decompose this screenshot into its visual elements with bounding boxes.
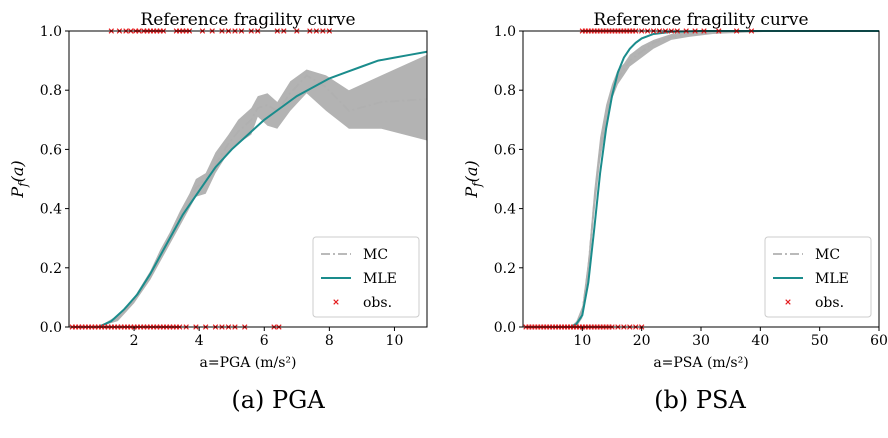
mc-series-line — [570, 30, 879, 328]
x-tick-label: 20 — [633, 333, 651, 349]
y-tick-label: 0.8 — [494, 83, 516, 99]
y-tick-label: 0.4 — [494, 202, 516, 218]
x-tick-label: 40 — [751, 333, 769, 349]
x-tick-label: 2 — [130, 333, 139, 349]
y-tick-label: 1.0 — [40, 24, 62, 40]
legend-label: MLE — [815, 271, 849, 287]
x-tick-label: 10 — [573, 333, 591, 349]
axes-frame — [68, 30, 428, 328]
y-tick-label: 0.6 — [40, 142, 62, 158]
x-tick-label: 60 — [870, 333, 888, 349]
y-tick-label: 0.4 — [40, 202, 62, 218]
legend-label: MC — [363, 247, 388, 263]
legend-box — [312, 236, 420, 318]
legend-label: obs. — [363, 295, 392, 311]
y-tick-label: 0.2 — [494, 261, 516, 277]
legend-label: obs. — [815, 295, 844, 311]
y-label-rest: (a) — [8, 160, 27, 182]
y-tick-label: 0.0 — [40, 320, 62, 336]
y-label-subscript: f — [470, 180, 484, 188]
chart-psa: 10 20 30 40 50 60 0.0 0.2 0.4 0.6 0.8 1.0 Reference … — [462, 10, 888, 371]
y-tick-label: 0.6 — [494, 142, 516, 158]
y-axis-label: Pf(a) — [462, 160, 484, 198]
caption-pga: (a) PGA — [231, 386, 325, 414]
y-label-main: P — [462, 187, 481, 199]
legend-label: MC — [815, 247, 840, 263]
legend-swatch-obs — [785, 299, 791, 305]
y-label-subscript: f — [16, 180, 30, 188]
legend-swatch-obs — [333, 299, 339, 305]
y-axis-label: Pf(a) — [8, 160, 30, 198]
x-tick-label: 8 — [325, 333, 334, 349]
chart-title: Reference fragility curve — [593, 10, 808, 30]
x-axis-label: a=PGA (m/s²) — [200, 355, 297, 371]
x-tick-label: 10 — [386, 333, 404, 349]
y-tick-label: 0.8 — [40, 83, 62, 99]
y-tick-label: 0.2 — [40, 261, 62, 277]
y-label-main: P — [8, 187, 27, 199]
chart-title: Reference fragility curve — [140, 10, 355, 30]
y-label-rest: (a) — [462, 160, 481, 182]
x-tick-label: 4 — [195, 333, 204, 349]
mc-confidence-band — [98, 54, 427, 327]
mle-series-line — [97, 50, 427, 328]
plot-area — [97, 50, 427, 328]
x-tick-label: 30 — [692, 333, 710, 349]
legend-box — [764, 236, 872, 318]
legend-label: MLE — [363, 271, 397, 287]
x-tick-label: 6 — [260, 333, 269, 349]
y-tick-label: 1.0 — [494, 24, 516, 40]
caption-psa: (b) PSA — [654, 386, 746, 414]
chart-pga: 2 4 6 8 10 0.0 0.2 0.4 0.6 0.8 1.0 Reference fragil… — [8, 10, 428, 371]
y-tick-label: 0.0 — [494, 320, 516, 336]
x-tick-label: 50 — [811, 333, 829, 349]
x-axis-label: a=PSA (m/s²) — [653, 355, 748, 371]
